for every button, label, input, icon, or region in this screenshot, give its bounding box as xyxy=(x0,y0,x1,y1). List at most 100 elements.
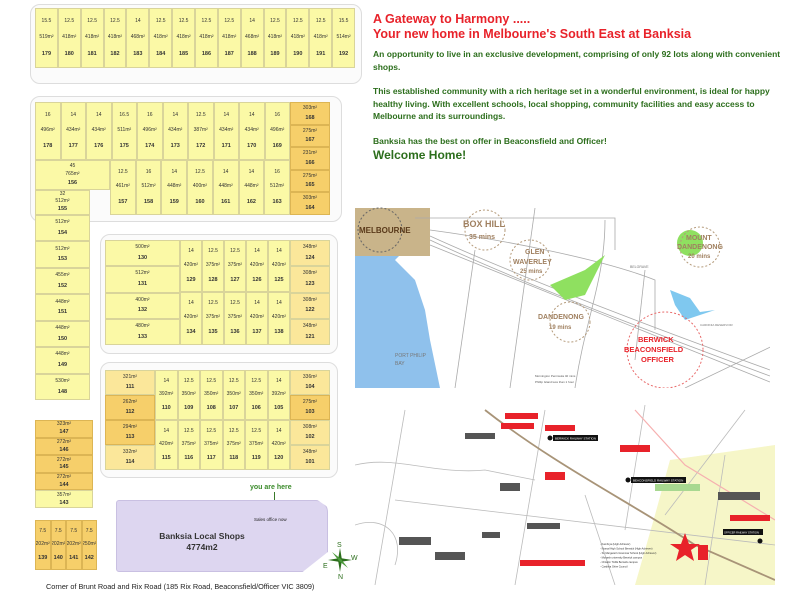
compass-icon: S W E N xyxy=(323,542,358,580)
lot-101[interactable]: 348m² 101 xyxy=(290,445,330,470)
lot-133[interactable]: 480m² 133 xyxy=(105,318,180,345)
lot-137[interactable]: 14 420m² 137 xyxy=(246,292,268,345)
lot-152[interactable]: 455m² 152 xyxy=(35,267,90,295)
lot-182[interactable]: 12.5 418m² 182 xyxy=(103,8,127,68)
lot-136[interactable]: 12.5 375m² 136 xyxy=(224,292,246,345)
lot-115[interactable]: 14 420m² 115 xyxy=(155,420,178,470)
station-icon xyxy=(625,477,631,483)
lot-131[interactable]: 512m² 131 xyxy=(105,266,180,293)
lot-132[interactable]: 400m² 132 xyxy=(105,292,180,319)
lot-172[interactable]: 12.5 387m² 172 xyxy=(188,102,214,160)
lot-190[interactable]: 12.5 418m² 190 xyxy=(286,8,310,68)
lot-front: 7.5 xyxy=(39,527,47,534)
lot-116[interactable]: 12.5 375m² 116 xyxy=(177,420,200,470)
lot-149[interactable]: 448m² 149 xyxy=(35,347,90,374)
lot-168[interactable]: 303m² 168 xyxy=(290,102,330,125)
lot-128[interactable]: 12.5 375m² 128 xyxy=(202,240,224,292)
lot-143[interactable]: 357m² 143 xyxy=(35,490,93,508)
lot-117[interactable]: 12.5 375m² 117 xyxy=(200,420,223,470)
lot-166[interactable]: 231m² 166 xyxy=(290,147,330,170)
lot-106[interactable]: 12.5 350m² 106 xyxy=(245,370,268,420)
lot-155[interactable]: 32 512m² 155 xyxy=(35,190,90,215)
lot-180[interactable]: 12.5 418m² 180 xyxy=(57,8,81,68)
lot-177[interactable]: 14 434m² 177 xyxy=(60,102,86,160)
lot-145[interactable]: 272m² 145 xyxy=(35,455,93,473)
lot-160[interactable]: 12.5 400m² 160 xyxy=(187,160,213,215)
lot-164[interactable]: 303m² 164 xyxy=(290,192,330,215)
lot-161[interactable]: 14 448m² 161 xyxy=(212,160,239,215)
lot-178[interactable]: 16 496m² 178 xyxy=(35,102,61,160)
lot-130[interactable]: 500m² 130 xyxy=(105,240,180,267)
lot-184[interactable]: 12.5 418m² 184 xyxy=(149,8,173,68)
lot-174[interactable]: 16 496m² 174 xyxy=(137,102,163,160)
lot-139[interactable]: 7.5 202m² 139 xyxy=(35,520,51,570)
lot-118[interactable]: 12.5 375m² 118 xyxy=(222,420,245,470)
lot-113[interactable]: 294m² 113 xyxy=(105,420,155,445)
lot-175[interactable]: 16.5 511m² 175 xyxy=(111,102,137,160)
lot-171[interactable]: 14 434m² 171 xyxy=(213,102,239,160)
lot-area: 448m² xyxy=(55,324,70,331)
lot-186[interactable]: 12.5 418m² 186 xyxy=(195,8,218,68)
lot-176[interactable]: 14 434m² 176 xyxy=(86,102,112,160)
lot-146[interactable]: 272m² 146 xyxy=(35,437,93,456)
lot-135[interactable]: 12.5 375m² 135 xyxy=(202,292,224,345)
lot-167[interactable]: 275m² 167 xyxy=(290,124,330,148)
lot-121[interactable]: 348m² 121 xyxy=(290,318,330,345)
lot-102[interactable]: 308m² 102 xyxy=(290,420,330,445)
lot-119[interactable]: 12.5 375m² 119 xyxy=(245,420,268,470)
lot-141[interactable]: 7.5 202m² 141 xyxy=(66,520,82,570)
lot-150[interactable]: 448m² 150 xyxy=(35,320,90,348)
lot-157[interactable]: 12.5 461m² 157 xyxy=(110,160,136,215)
lot-104[interactable]: 336m² 104 xyxy=(290,370,330,395)
lot-109[interactable]: 12.5 350m² 109 xyxy=(177,370,200,420)
lot-188[interactable]: 14 468m² 188 xyxy=(240,8,264,68)
lot-103[interactable]: 275m² 103 xyxy=(290,395,330,420)
lot-159[interactable]: 14 448m² 159 xyxy=(161,160,188,215)
lot-165[interactable]: 275m² 165 xyxy=(290,169,330,193)
lot-192[interactable]: 15.5 514m² 192 xyxy=(332,8,355,68)
lot-163[interactable]: 16 512m² 163 xyxy=(264,160,290,215)
lot-156[interactable]: 45 765m² 156 xyxy=(35,160,110,190)
lot-area: 512m² xyxy=(270,183,285,190)
lot-181[interactable]: 12.5 418m² 181 xyxy=(80,8,104,68)
lot-144[interactable]: 272m² 144 xyxy=(35,472,93,491)
lot-134[interactable]: 14 420m² 134 xyxy=(180,292,202,345)
lot-183[interactable]: 14 468m² 183 xyxy=(126,8,150,68)
lot-140[interactable]: 7.5 202m² 140 xyxy=(50,520,66,570)
lot-122[interactable]: 308m² 122 xyxy=(290,292,330,319)
lot-126[interactable]: 14 420m² 126 xyxy=(246,240,268,292)
lot-area: 448m² xyxy=(55,298,70,305)
lot-107[interactable]: 12.5 350m² 107 xyxy=(222,370,245,420)
lot-111[interactable]: 321m² 111 xyxy=(105,370,155,395)
lot-110[interactable]: 14 392m² 110 xyxy=(155,370,178,420)
lot-area: 348m² xyxy=(302,244,318,251)
lot-108[interactable]: 12.5 350m² 108 xyxy=(200,370,223,420)
lot-179[interactable]: 15.5 519m² 179 xyxy=(35,8,58,68)
lot-162[interactable]: 14 448m² 162 xyxy=(238,160,265,215)
lot-187[interactable]: 12.5 418m² 187 xyxy=(217,8,241,68)
lot-127[interactable]: 12.5 375m² 127 xyxy=(224,240,246,292)
lot-169[interactable]: 16 496m² 169 xyxy=(264,102,290,160)
lot-114[interactable]: 332m² 114 xyxy=(105,445,155,470)
lot-142[interactable]: 7.5 250m² 142 xyxy=(81,520,97,570)
lot-191[interactable]: 12.5 418m² 191 xyxy=(309,8,333,68)
lot-148[interactable]: 530m² 148 xyxy=(35,373,90,400)
lot-123[interactable]: 308m² 123 xyxy=(290,266,330,293)
lot-151[interactable]: 448m² 151 xyxy=(35,294,90,321)
lot-125[interactable]: 14 420m² 125 xyxy=(268,240,290,292)
lot-158[interactable]: 16 512m² 158 xyxy=(135,160,162,215)
lot-189[interactable]: 12.5 418m² 189 xyxy=(263,8,287,68)
lot-154[interactable]: 512m² 154 xyxy=(35,215,90,242)
lot-170[interactable]: 14 434m² 170 xyxy=(239,102,265,160)
lot-138[interactable]: 14 420m² 138 xyxy=(268,292,290,345)
lot-153[interactable]: 512m² 153 xyxy=(35,241,90,268)
lot-105[interactable]: 14 392m² 105 xyxy=(267,370,290,420)
lot-120[interactable]: 14 420m² 120 xyxy=(267,420,290,470)
lot-124[interactable]: 348m² 124 xyxy=(290,240,330,267)
lot-num: 171 xyxy=(221,143,231,150)
lot-173[interactable]: 14 434m² 173 xyxy=(162,102,188,160)
lot-185[interactable]: 12.5 418m² 185 xyxy=(172,8,195,68)
lot-129[interactable]: 14 420m² 129 xyxy=(180,240,202,292)
lot-112[interactable]: 262m² 112 xyxy=(105,395,155,420)
lot-147[interactable]: 323m² 147 xyxy=(35,420,93,438)
